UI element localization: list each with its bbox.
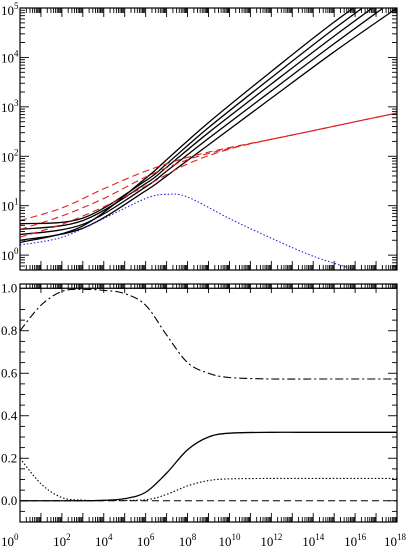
top-ytick-label: 105 — [1, 1, 19, 18]
top-series-4-line — [20, 8, 364, 225]
top-series-7-line — [20, 112, 397, 231]
bottom-xtick-label: 1016 — [344, 532, 367, 549]
top-ytick-label: 100 — [1, 246, 19, 263]
bottom-ytick-label: 0.0 — [1, 493, 17, 508]
bottom-xtick-label: 1014 — [302, 532, 325, 549]
top-series-5-line — [20, 8, 355, 244]
top-series-group — [20, 8, 397, 270]
top-panel: 100 101 102 103 104 105 — [1, 1, 398, 271]
bottom-panel: 0.0 0.2 0.4 0.6 0.8 1.0 100 102 104 106 108 1010 101… — [1, 280, 407, 549]
bottom-xtick-label: 106 — [137, 532, 155, 549]
bottom-ytick-label: 0.2 — [1, 450, 17, 465]
bottom-ytick-label: 1.0 — [1, 280, 17, 295]
bottom-xtick-label: 1010 — [218, 532, 241, 549]
top-series-3-line — [20, 8, 374, 231]
bottom-plot-frame — [19, 283, 398, 523]
top-series-2-line — [20, 8, 385, 236]
top-ytick-label: 102 — [1, 147, 19, 164]
bottom-xtick-label: 100 — [1, 532, 19, 549]
top-series-6-line — [20, 112, 397, 222]
bottom-tick-marks — [19, 284, 398, 523]
bottom-ytick-label: 0.4 — [1, 408, 18, 423]
bottom-xtick-label: 104 — [95, 532, 113, 549]
top-plot-frame — [19, 7, 398, 271]
top-ytick-label: 104 — [1, 48, 19, 65]
bottom-series-group — [20, 287, 397, 502]
bottom-series-3-line — [20, 431, 397, 502]
bottom-ytick-label: 0.8 — [1, 323, 17, 338]
top-tick-labels: 100 101 102 103 104 105 — [1, 1, 19, 263]
bottom-xtick-label: 108 — [179, 532, 197, 549]
top-ytick-label: 101 — [1, 197, 19, 214]
bottom-xtick-label: 102 — [53, 532, 70, 549]
bottom-series-2-line — [20, 288, 397, 380]
top-series-1-line — [20, 8, 397, 241]
bottom-ytick-label: 0.6 — [1, 365, 18, 380]
top-tick-marks — [19, 7, 398, 271]
top-series-9-line — [20, 193, 357, 270]
top-ytick-label: 103 — [1, 98, 19, 115]
bottom-xtick-label: 1012 — [260, 532, 282, 549]
top-series-8-line — [20, 112, 397, 238]
bottom-series-4-line — [20, 457, 397, 502]
bottom-tick-labels: 0.0 0.2 0.4 0.6 0.8 1.0 100 102 104 106 108 1010 101… — [1, 280, 407, 549]
bottom-xtick-label: 1018 — [384, 532, 407, 549]
